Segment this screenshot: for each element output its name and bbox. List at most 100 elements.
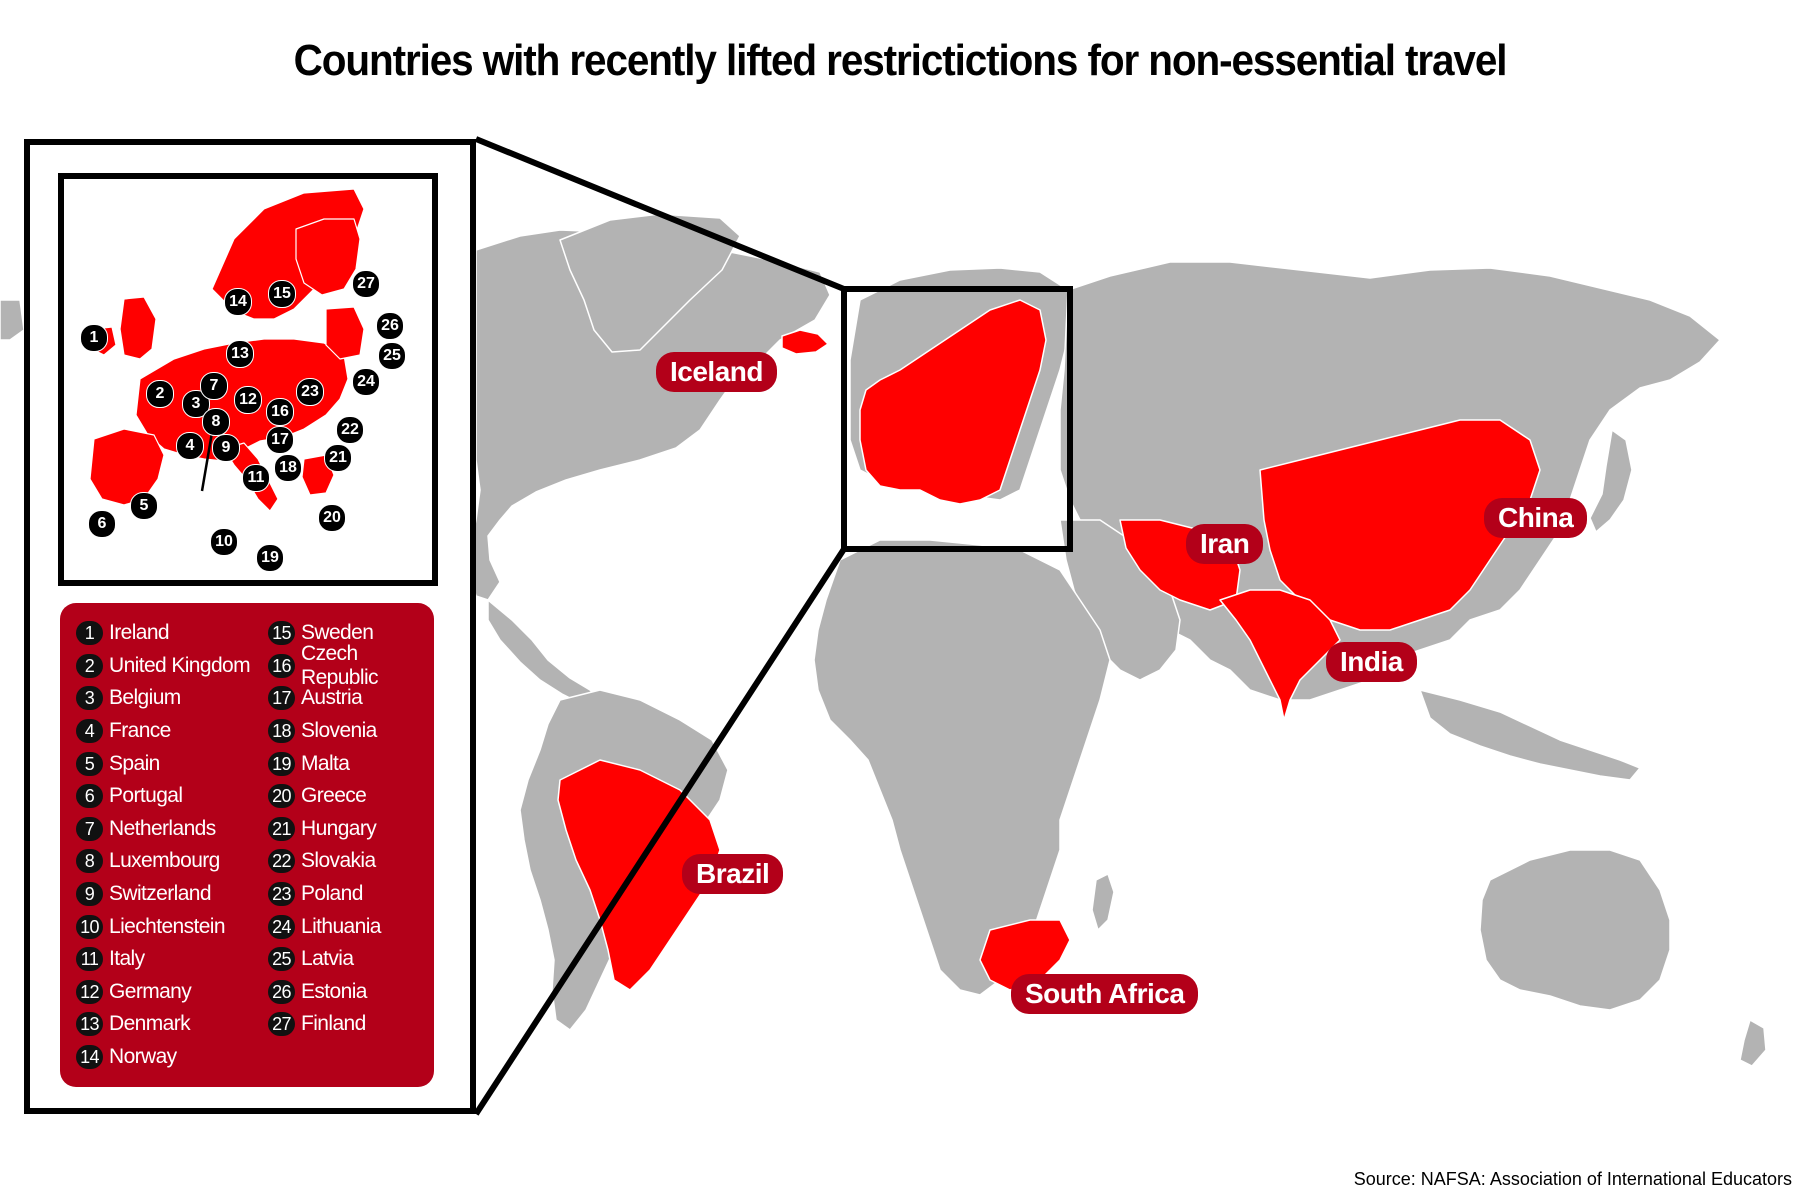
source-note: Source: NAFSA: Association of Internatio… [1353,1169,1792,1189]
legend-country-name: Switzerland [109,882,212,906]
label-south-africa: South Africa [1011,974,1199,1014]
badge-switzerland: 9 [212,434,240,462]
legend-country-name: Hungary [301,816,377,840]
legend-country-name: Lithuania [301,914,381,938]
badge-france: 4 [176,432,204,460]
zoom-connectors [473,136,847,1116]
connector-bottom [473,547,847,1116]
legend-item: 20 Greece [268,780,434,813]
badge-slovenia: 18 [274,454,302,482]
china-highlight [1259,419,1541,631]
legend-country-name: Denmark [109,1012,191,1036]
legend-number: 12 [76,979,103,1004]
legend-panel: 1 Ireland 2 United Kingdom 3 Belgium 4 France 5 S… [60,603,434,1087]
legend-number: 3 [76,686,103,711]
legend-item: 13 Denmark [76,1008,250,1041]
legend-number: 26 [268,979,295,1004]
legend-item: 17 Austria [268,682,434,715]
legend-number: 24 [268,914,295,939]
page-title: Countries with recently lifted restricti… [293,36,1508,85]
legend-country-name: Portugal [109,784,183,808]
legend-number: 16 [268,653,295,678]
legend-number: 2 [76,653,103,678]
uk-shape [119,296,157,360]
label-iran: Iran [1186,524,1264,564]
legend-number: 11 [76,947,103,972]
legend-number: 7 [76,816,103,841]
badge-malta: 19 [256,544,284,572]
africa-land [813,539,1111,996]
legend-country-name: Italy [109,947,145,971]
legend-column-2: 15 Sweden 16 Czech Republic 17 Austria 18 Slove… [268,617,434,1041]
legend-item: 9 Switzerland [76,878,250,911]
europe-inset-map [58,173,438,586]
japan-land [1589,429,1633,533]
legend-country-name: Spain [109,751,160,775]
badge-slovakia: 22 [336,416,364,444]
legend-number: 18 [268,719,295,744]
legend-number: 27 [268,1012,295,1037]
legend-country-name: Poland [301,882,363,906]
legend-item: 2 United Kingdom [76,650,251,683]
legend-item: 18 Slovenia [268,715,434,748]
legend-item: 7 Netherlands [76,813,250,846]
legend-country-name: Austria [301,686,363,710]
legend-country-name: Finland [301,1012,366,1036]
badge-luxembourg: 8 [202,408,230,436]
legend-item: 8 Luxembourg [76,845,250,878]
badge-liechtenstein: 10 [210,528,238,556]
legend-item: 14 Norway [76,1041,250,1074]
badge-italy: 11 [242,464,270,492]
brazil-highlight [557,759,721,991]
legend-item: 16 Czech Republic [268,642,434,689]
australia-land [1479,849,1671,1011]
legend-item: 24 Lithuania [268,910,434,943]
legend-number: 4 [76,719,103,744]
legend-country-name: France [109,719,171,743]
badge-finland: 27 [352,270,380,298]
label-china: China [1484,498,1588,538]
badge-poland: 23 [296,378,324,406]
legend-country-name: Slovenia [301,719,377,743]
legend-item: 4 France [76,715,250,748]
legend-number: 22 [268,849,295,874]
legend-number: 17 [268,686,295,711]
legend-item: 19 Malta [268,747,434,780]
legend-number: 6 [76,784,103,809]
legend-country-name: Greece [301,784,367,808]
legend-item: 25 Latvia [268,943,434,976]
legend-item: 27 Finland [268,1008,434,1041]
legend-item: 12 Germany [76,976,250,1009]
badge-latvia: 25 [378,342,406,370]
legend-item: 5 Spain [76,747,250,780]
legend-item: 11 Italy [76,943,250,976]
legend-number: 21 [268,816,295,841]
legend-item: 6 Portugal [76,780,250,813]
legend-item: 1 Ireland [76,617,250,650]
europe-highlight [859,299,1047,505]
legend-country-name: United Kingdom [109,653,251,677]
badge-greece: 20 [318,504,346,532]
finland-shape [295,218,361,296]
legend-country-name: Sweden [301,621,374,645]
badge-sweden: 15 [268,280,296,308]
india-highlight [1219,589,1341,721]
legend-item: 22 Slovakia [268,845,434,878]
badge-denmark: 13 [226,340,254,368]
legend-country-name: Luxembourg [109,849,220,873]
legend-country-name: Slovakia [301,849,376,873]
legend-country-name: Malta [301,751,350,775]
legend-number: 8 [76,849,103,874]
badge-czech-republic: 16 [266,398,294,426]
legend-item: 15 Sweden [268,617,434,650]
far-left-land [0,299,25,341]
badge-hungary: 21 [324,444,352,472]
legend-country-name: Latvia [301,947,354,971]
legend-country-name: Norway [109,1045,177,1069]
central-america-land [487,599,601,707]
europe-zoom-box [841,286,1073,552]
badge-austria: 17 [266,426,294,454]
legend-number: 14 [76,1045,103,1070]
badge-ireland: 1 [80,324,108,352]
legend-number: 19 [268,751,295,776]
